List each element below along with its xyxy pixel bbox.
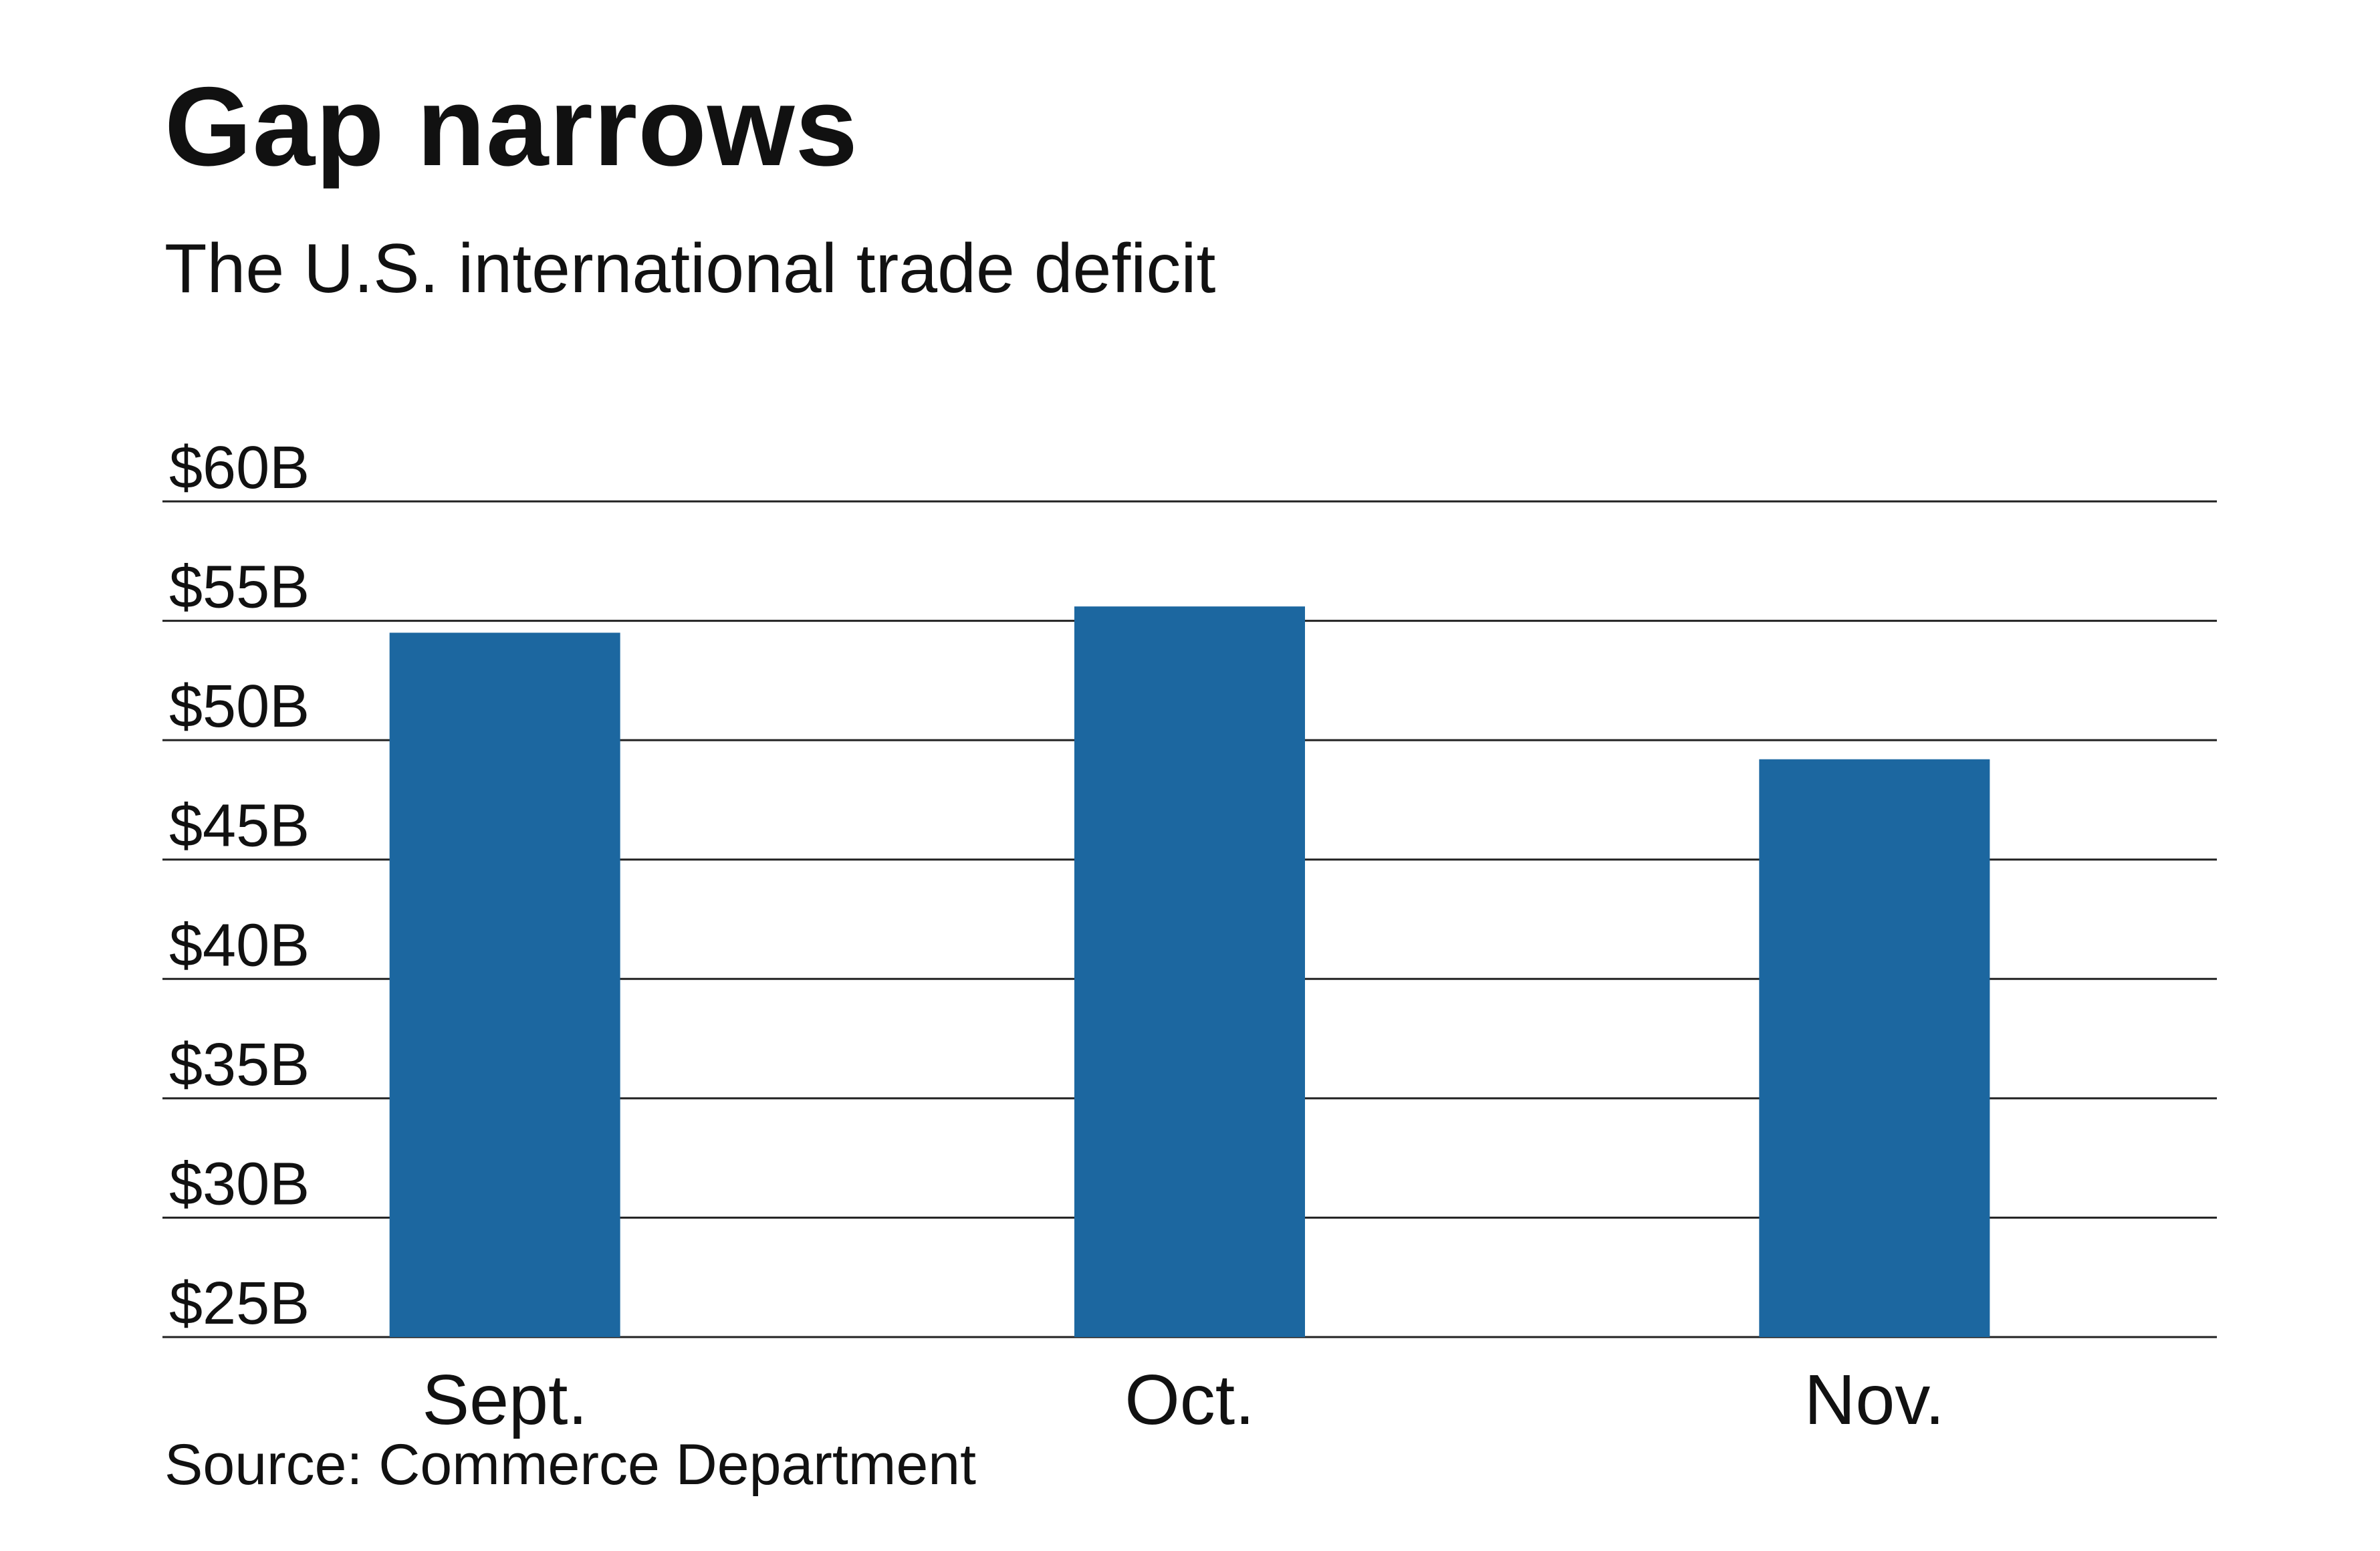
x-tick-label: Oct.: [1124, 1360, 1254, 1439]
y-axis-tick-labels: $60B $55B $50B $45B $40B $35B $30B $25B: [169, 435, 310, 1337]
x-axis-tick-labels: Sept. Oct. Nov.: [422, 1360, 1944, 1439]
bar: [1759, 759, 1990, 1337]
bar: [1074, 606, 1305, 1338]
y-tick-label: $30B: [169, 1151, 310, 1217]
chart-title: Gap narrows: [164, 64, 858, 189]
bar: [389, 632, 620, 1337]
source-note: Source: Commerce Department: [164, 1433, 976, 1497]
y-tick-label: $25B: [169, 1270, 310, 1337]
y-tick-label: $50B: [169, 673, 310, 740]
y-tick-label: $35B: [169, 1032, 310, 1098]
y-tick-label: $45B: [169, 793, 310, 860]
bars: [389, 606, 1990, 1338]
y-tick-label: $55B: [169, 554, 310, 621]
x-tick-label: Nov.: [1804, 1360, 1945, 1439]
y-tick-label: $60B: [169, 435, 310, 501]
chart-subtitle: The U.S. international trade deficit: [164, 230, 1216, 308]
y-tick-label: $40B: [169, 912, 310, 979]
x-tick-label: Sept.: [422, 1360, 588, 1439]
